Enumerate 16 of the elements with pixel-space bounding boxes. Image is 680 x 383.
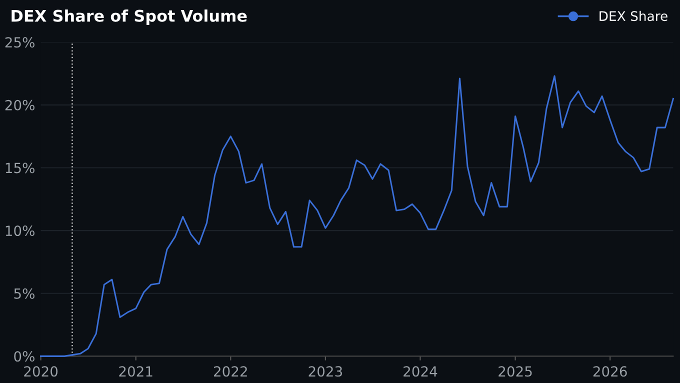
x-tick-label: 2026 (593, 366, 627, 377)
x-tick-label: 2021 (119, 366, 152, 377)
y-tick-label: 5% (14, 288, 34, 299)
legend-label: DEX Share (600, 10, 668, 22)
chart-title: DEX Share of Spot Volume (12, 10, 247, 25)
x-tick-label: 2020 (24, 366, 58, 377)
y-tick-label: 10% (6, 226, 34, 236)
y-tick-label: 20% (5, 100, 34, 110)
y-tick-label: 15% (6, 162, 34, 174)
x-tick-label: 2023 (308, 366, 342, 377)
y-tick-label: 25% (5, 37, 34, 48)
x-tick-label: 2022 (214, 366, 247, 377)
x-tick-label: 2025 (498, 366, 532, 377)
line-series (40, 75, 674, 357)
y-tick-label: 0% (14, 351, 34, 362)
x-tick-label: 2024 (404, 366, 438, 377)
